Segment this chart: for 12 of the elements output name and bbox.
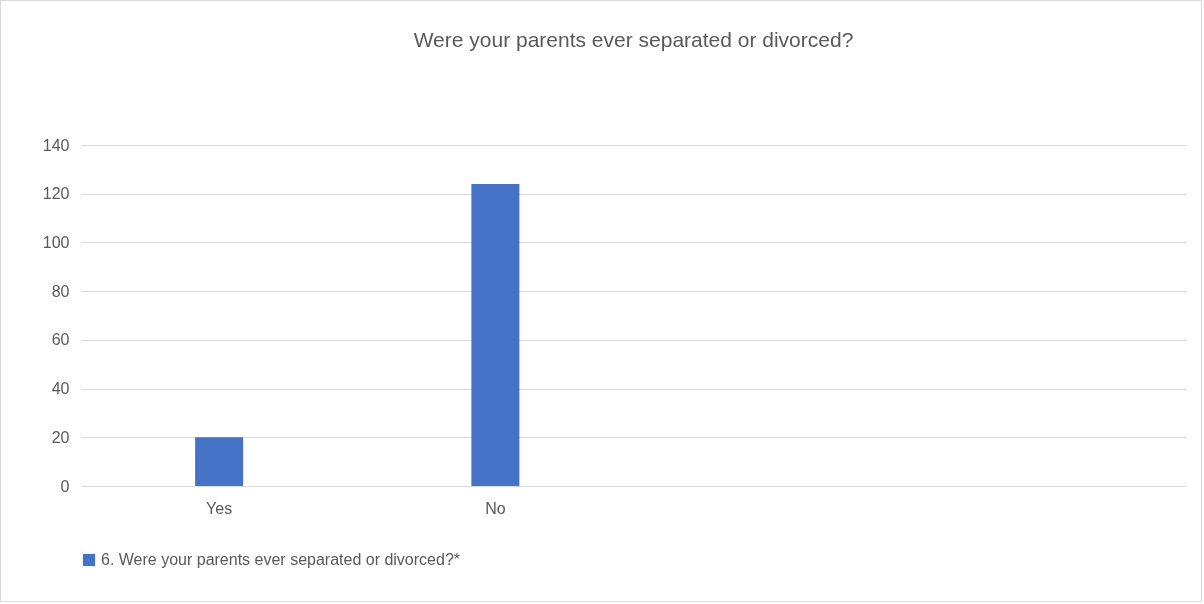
chart-title: Were your parents ever separated or divorced? xyxy=(413,28,854,51)
y-tick-label: 140 xyxy=(42,136,70,154)
y-tick-label: 0 xyxy=(60,477,70,495)
y-tick-label: 80 xyxy=(51,282,70,300)
y-tick-label: 60 xyxy=(51,331,70,349)
y-tick-label: 120 xyxy=(42,185,70,203)
y-tick-label: 40 xyxy=(51,380,70,398)
x-tick-label: Yes xyxy=(206,499,233,517)
y-tick-label: 20 xyxy=(51,428,70,446)
legend-label: 6. Were your parents ever separated or divorced?* xyxy=(101,551,461,568)
y-tick-label: 100 xyxy=(42,233,70,251)
x-tick-label: No xyxy=(485,499,506,517)
